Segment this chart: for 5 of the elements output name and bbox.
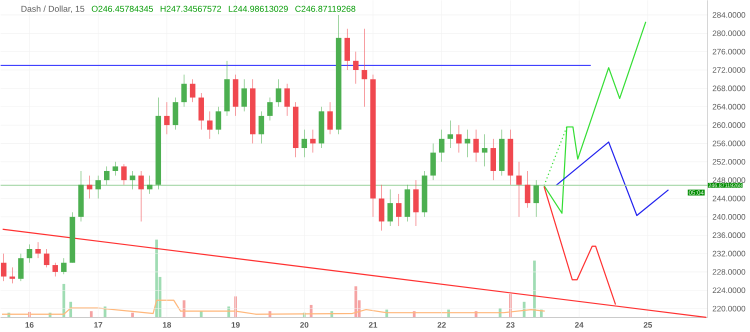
text: Dash / Dollar, 15 [22,5,84,13]
annotation: L244.98613029 [228,6,288,12]
annotation: H247.34567572 [160,6,222,12]
annotation: C246.87119268 [295,6,356,12]
annotation: O246.45784345 [92,6,153,12]
